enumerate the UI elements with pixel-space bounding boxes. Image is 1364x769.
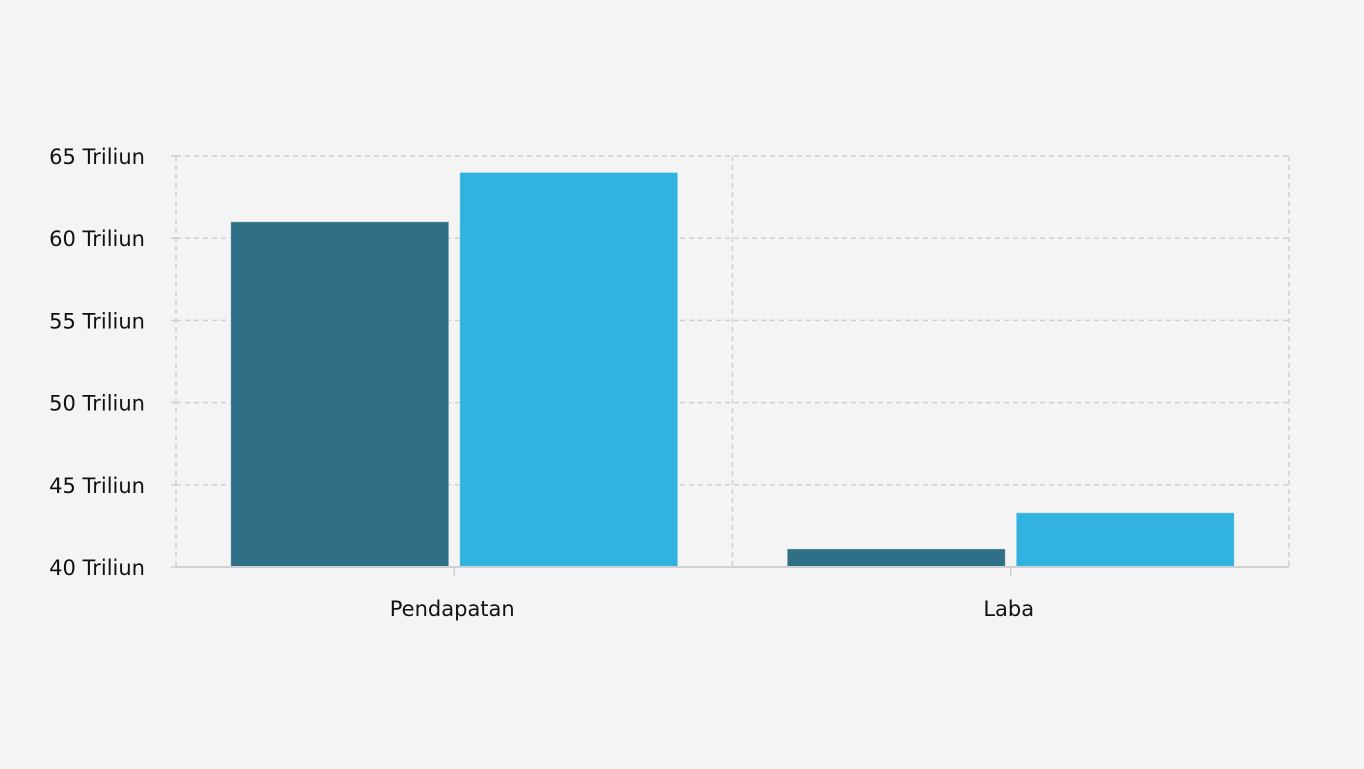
axes: 40 Triliun 45 Triliun 50 Triliun 55 Triliun… [49,145,1289,621]
grid [175,155,1290,567]
bar-laba-series-2 [1015,512,1235,568]
y-tick-label: 65 Triliun [49,145,145,169]
y-tick-label: 40 Triliun [49,556,145,580]
bar-laba-series-1 [786,548,1006,568]
y-tick-label: 50 Triliun [49,392,145,416]
bar-pendapatan-series-2 [459,171,679,568]
x-tick-label: Laba [983,597,1034,621]
bar-pendapatan-series-1 [230,221,450,568]
x-tick-label: Pendapatan [390,597,515,621]
y-tick-label: 55 Triliun [49,309,145,333]
y-tick-label: 60 Triliun [49,227,145,251]
y-tick-label: 45 Triliun [49,474,145,498]
bars [230,171,1235,568]
